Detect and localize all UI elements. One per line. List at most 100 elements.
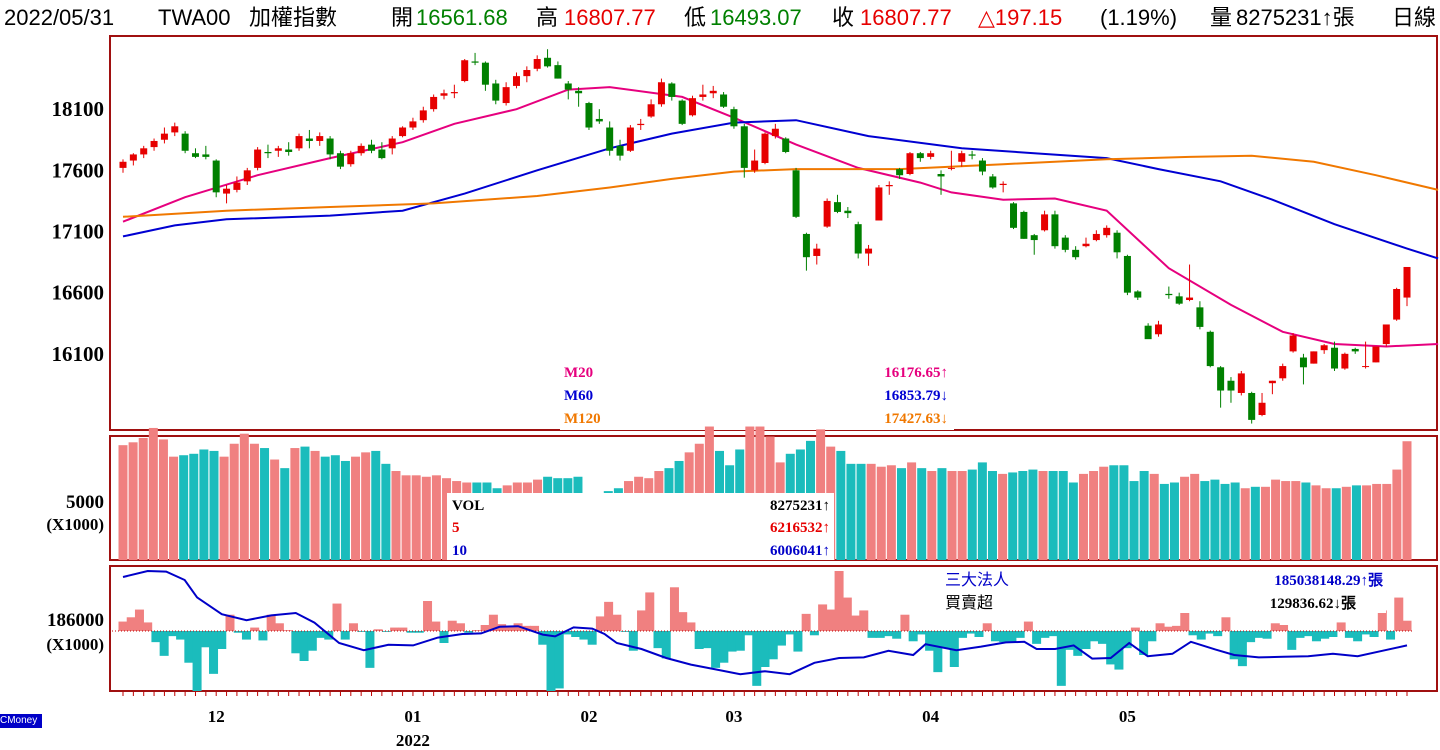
institutional-bar — [1032, 631, 1042, 644]
vol-ma5-label: 5 — [452, 520, 460, 536]
institutional-bar — [562, 631, 572, 635]
volume-bar — [927, 471, 937, 560]
institutional-bar — [628, 631, 638, 651]
m60-value: 16853.79↓ — [884, 388, 948, 404]
volume-legend-box — [447, 493, 834, 560]
candle-body — [316, 136, 324, 141]
candle-body — [833, 202, 841, 212]
volume-bar — [1129, 481, 1139, 560]
ma-legend-box — [560, 358, 954, 430]
candle-body — [699, 94, 707, 97]
institutional-bar — [1056, 631, 1066, 686]
volume-bar — [1250, 486, 1260, 560]
inst-unit: (X1000) — [46, 635, 104, 654]
institutional-bar — [990, 631, 1000, 642]
institutional-bar — [283, 630, 293, 631]
candle-body — [916, 153, 924, 159]
candle-body — [533, 59, 541, 69]
candle-body — [657, 82, 665, 105]
institutional-bar — [1369, 631, 1379, 637]
institutional-bar — [414, 631, 424, 633]
candle-body — [1123, 255, 1131, 293]
institutional-bar — [842, 597, 852, 631]
institutional-bar — [1279, 625, 1289, 631]
candle-body — [802, 233, 810, 258]
candle-body — [368, 144, 376, 151]
institutional-bar — [579, 631, 589, 640]
candle-body — [502, 87, 510, 104]
institutional-bar — [530, 625, 540, 631]
volume-bar — [1169, 482, 1179, 560]
volume-bar — [947, 471, 957, 560]
institutional-bar — [299, 631, 309, 661]
institutional-bar — [669, 587, 679, 631]
volume-bar — [1230, 482, 1240, 560]
institutional-bars — [118, 571, 1412, 691]
institutional-bar — [916, 631, 926, 635]
institutional-bar — [332, 603, 342, 631]
candle-body — [1186, 297, 1194, 301]
volume-bar — [128, 442, 138, 560]
high-label: 高 — [536, 5, 559, 30]
volume-bar — [239, 433, 249, 560]
candle-body — [1113, 232, 1121, 253]
institutional-bar — [538, 631, 548, 645]
institutional-bar — [1155, 623, 1165, 631]
volume-bar — [1220, 483, 1230, 560]
candle-body — [1134, 291, 1142, 298]
m60-label: M60 — [564, 388, 593, 404]
candle-body — [771, 128, 779, 137]
volume-bar — [1362, 485, 1372, 560]
institutional-bar — [1328, 631, 1338, 637]
candle-body — [813, 248, 821, 256]
x-year-label: 2022 — [396, 731, 430, 750]
institutional-bar — [143, 622, 153, 631]
institutional-bar — [637, 610, 647, 631]
candle-body — [1051, 214, 1059, 247]
candle-body — [823, 200, 831, 227]
candle-body — [844, 210, 852, 214]
institutional-bar — [892, 631, 902, 639]
institutional-bar — [982, 623, 992, 631]
institutional-bar — [801, 613, 811, 631]
institutional-bar — [398, 627, 408, 631]
institutional-bar — [126, 617, 136, 631]
institutional-bar — [118, 621, 128, 631]
institutional-bar — [958, 631, 968, 638]
institutional-bar — [1246, 631, 1256, 643]
institutional-bar — [719, 631, 729, 663]
institutional-bar — [274, 623, 284, 631]
candle-body — [751, 160, 759, 171]
volume-bar — [1190, 473, 1200, 560]
volume-bar — [1321, 488, 1331, 560]
x-month-label: 12 — [208, 707, 225, 726]
candle-body — [968, 154, 976, 156]
institutional-bar — [1172, 625, 1182, 631]
institutional-bar — [735, 631, 745, 651]
candle-body — [575, 90, 583, 94]
period-label: 日線 — [1392, 5, 1437, 30]
volume-bar — [118, 445, 128, 560]
volume-bar — [1068, 482, 1078, 560]
volume-bar — [987, 471, 997, 560]
institutional-bar — [933, 631, 943, 673]
candle-body — [1175, 296, 1183, 304]
candle-body — [1372, 346, 1380, 363]
candle-body — [160, 133, 168, 140]
low-value: 16493.07 — [710, 5, 802, 30]
candle-body — [1103, 227, 1111, 236]
institutional-bar — [192, 631, 202, 691]
candle-body — [1061, 237, 1069, 250]
volume-bar — [340, 460, 350, 560]
candle-body — [1393, 288, 1401, 320]
candle-body — [1206, 331, 1214, 367]
candle-body — [1351, 348, 1359, 352]
candle-body — [958, 153, 966, 162]
volume-bar — [1139, 471, 1149, 560]
quote-name: 加權指數 — [249, 5, 338, 30]
candle-body — [399, 127, 407, 137]
institutional-bar — [1180, 613, 1190, 631]
price-y-tick: 17600 — [52, 158, 105, 182]
inst-title-value: 185038148.29↑張 — [1274, 572, 1384, 589]
institutional-bar — [1065, 631, 1075, 650]
